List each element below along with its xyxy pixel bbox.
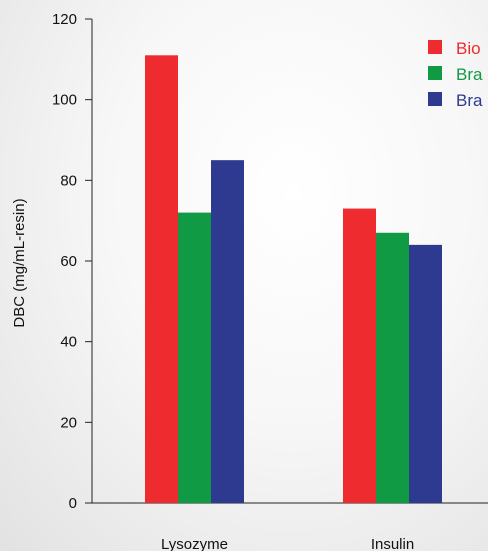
bars (145, 55, 442, 504)
y-tick-label: 20 (60, 414, 77, 431)
y-tick-label: 0 (69, 495, 77, 512)
legend-swatch (428, 40, 442, 54)
y-tick-label: 40 (60, 334, 77, 351)
y-axis-title: DBC (mg/mL-resin) (11, 198, 28, 327)
bar-lysozyme-series-1 (145, 55, 178, 504)
bar-insulin-series-2 (376, 232, 409, 503)
legend: Bio Bra Bra (428, 39, 483, 110)
y-tick-label: 120 (52, 11, 77, 28)
bar-insulin-series-3 (409, 244, 442, 503)
y-tick-label: 60 (60, 253, 77, 270)
x-category-label: Insulin (371, 536, 414, 551)
y-tick-label: 100 (52, 92, 77, 109)
x-axis: Lysozyme Insulin (92, 502, 488, 551)
x-category-label: Lysozyme (161, 536, 228, 551)
legend-swatch (428, 66, 442, 80)
legend-label: Bio (456, 39, 481, 58)
y-tick-label: 80 (60, 172, 77, 189)
y-axis: 0 20 40 60 80 100 120 (52, 11, 93, 512)
legend-label: Bra (456, 91, 483, 110)
bar-lysozyme-series-2 (178, 212, 211, 503)
legend-swatch (428, 92, 442, 106)
bar-lysozyme-series-3 (211, 160, 244, 503)
legend-label: Bra (456, 65, 483, 84)
bar-insulin-series-1 (343, 208, 376, 504)
